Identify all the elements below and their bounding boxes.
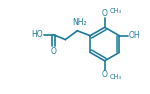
Text: O: O [51, 47, 56, 56]
Text: O: O [102, 70, 108, 79]
Text: CH₃: CH₃ [110, 8, 122, 14]
Text: HO: HO [32, 30, 43, 39]
Text: OH: OH [129, 31, 140, 40]
Text: CH₃: CH₃ [110, 74, 122, 80]
Text: NH₂: NH₂ [72, 18, 87, 27]
Text: O: O [102, 9, 108, 18]
